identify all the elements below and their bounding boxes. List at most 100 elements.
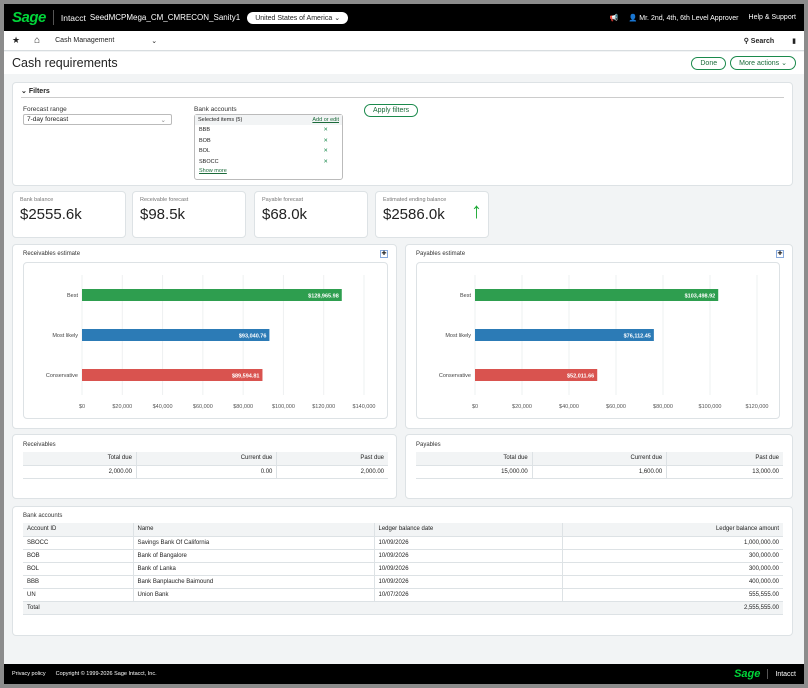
- cell: 10/09/2026: [373, 562, 562, 576]
- bookmark-icon[interactable]: ▮: [792, 37, 796, 45]
- show-more-link[interactable]: Show more: [199, 168, 227, 174]
- cell: BOL: [23, 562, 133, 576]
- receivables-bar-chart: $0 $20,000 $40,000 $60,000 $80,000 $100,000 $1…: [46, 275, 376, 410]
- x-tick-label: $60,000: [193, 404, 213, 410]
- chart-title: Payables estimate: [416, 251, 466, 257]
- cell: Bank of Bangalore: [132, 549, 374, 563]
- x-tick-label: $80,000: [653, 404, 673, 410]
- table-row: 15,000.00 1,600.00 13,000.00: [416, 465, 783, 479]
- table-row: BOL Bank of Lanka 10/09/2026 300,000.00: [23, 562, 783, 576]
- top-bar: Sage Intacct SeedMCPMega_CM_CMRECON_Sani…: [4, 4, 804, 31]
- x-tick-label: $80,000: [233, 404, 253, 410]
- category-label: Most likely: [445, 333, 471, 339]
- done-button[interactable]: Done: [691, 56, 727, 70]
- kpi-card: Estimated ending balance $2586.0k ↑: [375, 191, 489, 238]
- chevron-down-icon: ⌄: [334, 14, 341, 22]
- cell: 10/09/2026: [373, 536, 562, 550]
- kpi-title: Receivable forecast: [140, 197, 189, 203]
- forecast-range-select[interactable]: 7-day forecast ⌄: [23, 114, 172, 125]
- kpi-value: $68.0k: [262, 206, 308, 223]
- kpi-value: $98.5k: [140, 206, 186, 223]
- expand-icon[interactable]: ✚: [776, 250, 784, 258]
- filters-toggle[interactable]: ⌄ Filters: [21, 88, 50, 95]
- x-tick-label: $0: [472, 404, 478, 410]
- nav-bar: ★ ⌂ Cash Management ⌄ ⚲ Search ▮: [4, 31, 804, 51]
- cell: Bank Banplauche Baimound: [132, 575, 374, 589]
- chevron-down-icon: ⌄: [160, 117, 166, 124]
- cell: Savings Bank Of California: [132, 536, 374, 550]
- country-selector[interactable]: United States of America ⌄: [247, 11, 349, 24]
- cell: Union Bank: [132, 588, 374, 602]
- bar: [475, 289, 719, 301]
- kpi-card: Receivable forecast $98.5k: [132, 191, 246, 238]
- star-icon[interactable]: ★: [12, 35, 21, 45]
- bank-accounts-table: Account ID Name Ledger balance date Ledg…: [23, 523, 783, 615]
- bank-accounts-multiselect: Selected items (5) Add or edit BBB ✕ BOB ✕ BO…: [194, 114, 343, 180]
- column-header: Total due: [23, 452, 137, 466]
- cell: 10/07/2026: [373, 588, 562, 602]
- chevron-down-icon[interactable]: ⌄: [151, 37, 158, 45]
- cell: 10/09/2026: [373, 575, 562, 589]
- arrow-up-icon: ↑: [471, 198, 482, 223]
- company-name: SeedMCPMega_CM_CMRECON_Sanity1: [89, 13, 241, 22]
- x-tick-label: $100,000: [699, 404, 722, 410]
- kpi-title: Bank balance: [20, 197, 54, 203]
- x-tick-label: $20,000: [112, 404, 132, 410]
- search-icon: ⚲: [743, 37, 749, 45]
- footer-product: Intacct: [775, 670, 796, 678]
- selected-bank-item: BOL ✕: [195, 146, 342, 157]
- remove-icon[interactable]: ✕: [323, 148, 328, 155]
- category-label: Conservative: [439, 373, 471, 379]
- search-button[interactable]: ⚲ Search: [744, 37, 774, 45]
- cell: 0.00: [135, 465, 277, 479]
- x-tick-label: $120,000: [746, 404, 769, 410]
- help-link[interactable]: Help & Support: [748, 14, 796, 21]
- more-actions-label: More actions: [739, 60, 780, 67]
- item-label: BBB: [199, 127, 211, 134]
- expand-icon[interactable]: ✚: [380, 250, 388, 258]
- forecast-range-label: Forecast range: [23, 106, 67, 113]
- total-value: 2,555,555.00: [562, 601, 783, 615]
- column-header: Total due: [416, 452, 533, 466]
- cell: 555,555.00: [561, 588, 783, 602]
- bar: [475, 329, 654, 341]
- payables-panel: Payables Total due Current due Past due 15…: [405, 434, 793, 499]
- apply-filters-button[interactable]: Apply filters: [364, 104, 419, 117]
- sage-logo[interactable]: Sage: [12, 9, 46, 26]
- column-header: Account ID: [23, 523, 133, 537]
- user-menu[interactable]: 👤 Mr. 2nd, 4th, 6th Level Approver: [629, 14, 739, 22]
- remove-icon[interactable]: ✕: [323, 137, 328, 144]
- cell: 400,000.00: [561, 575, 783, 589]
- selected-bank-item: BOB ✕: [195, 136, 342, 147]
- x-tick-label: $40,000: [559, 404, 579, 410]
- remove-icon[interactable]: ✕: [323, 158, 328, 165]
- user-icon: 👤: [628, 14, 638, 22]
- x-tick-label: $140,000: [353, 404, 376, 410]
- selected-bank-item: SBOCC ✕: [195, 157, 342, 168]
- x-tick-label: $120,000: [312, 404, 335, 410]
- table-row: BBB Bank Banplauche Baimound 10/09/2026 400…: [23, 575, 783, 589]
- more-actions-button[interactable]: More actions ⌄: [730, 56, 796, 70]
- cell: 300,000.00: [561, 549, 783, 563]
- cell: 15,000.00: [416, 465, 533, 479]
- chart-title: Receivables estimate: [23, 251, 81, 257]
- column-header: Current due: [531, 452, 667, 466]
- table-row: BOB Bank of Bangalore 10/09/2026 300,000.00: [23, 549, 783, 563]
- add-or-edit-link[interactable]: Add or edit: [312, 117, 339, 123]
- receivables-panel: Receivables Total due Current due Past due…: [12, 434, 397, 499]
- category-label: Most likely: [52, 333, 78, 339]
- x-tick-label: $0: [79, 404, 85, 410]
- sage-logo: Sage: [734, 668, 761, 680]
- filters-title: Filters: [28, 88, 50, 95]
- cell: 1,600.00: [531, 465, 667, 479]
- module-menu[interactable]: Cash Management: [55, 37, 115, 44]
- payables-table: Total due Current due Past due 15,000.00 1,…: [416, 452, 783, 479]
- app-window: Sage Intacct SeedMCPMega_CM_CMRECON_Sani…: [4, 4, 804, 684]
- copyright: Copyright © 1999-2026 Sage Intacct, Inc.: [55, 671, 157, 677]
- cell: Bank of Lanka: [132, 562, 374, 576]
- privacy-policy-link[interactable]: Privacy policy: [12, 671, 46, 677]
- megaphone-icon[interactable]: 📢: [609, 14, 619, 22]
- remove-icon[interactable]: ✕: [323, 127, 328, 134]
- item-label: SBOCC: [199, 158, 219, 165]
- home-icon[interactable]: ⌂: [34, 35, 41, 46]
